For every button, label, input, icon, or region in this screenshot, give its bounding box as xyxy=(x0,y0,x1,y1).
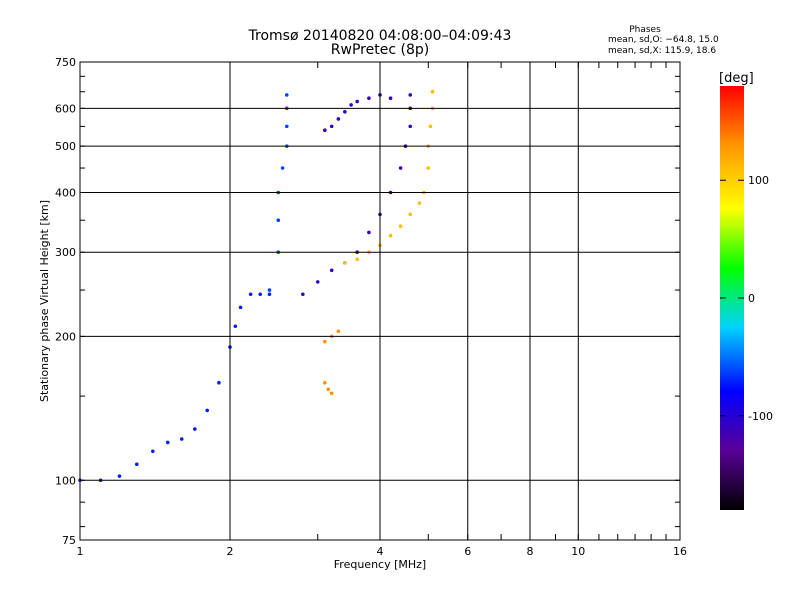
data-point xyxy=(248,292,253,297)
data-point xyxy=(326,387,331,392)
data-point xyxy=(426,166,431,170)
y-axis-label: Stationary phase Virtual Height [km] xyxy=(38,200,51,402)
data-point xyxy=(267,292,272,297)
data-point xyxy=(329,391,334,396)
data-point xyxy=(349,103,353,107)
data-point xyxy=(398,224,403,229)
data-point xyxy=(165,440,170,445)
colorbar-label: [deg] xyxy=(719,71,754,86)
data-point xyxy=(134,462,139,467)
y-tick-label: 600 xyxy=(55,102,76,115)
data-point xyxy=(428,124,433,129)
data-point xyxy=(355,257,359,262)
x-tick-label: 1 xyxy=(77,545,84,558)
colorbar-tick-label: -100 xyxy=(748,410,773,423)
data-point xyxy=(343,110,347,114)
colorbar-ticks: 100 0 -100 xyxy=(720,174,773,423)
grid xyxy=(80,62,680,540)
data-point xyxy=(430,89,435,94)
phases-o-stats: mean, sd,O: −64.8, 15.0 xyxy=(608,35,719,45)
x-axis-ticks: 1 2 4 6 8 10 16 xyxy=(77,62,687,558)
data-point xyxy=(323,339,327,344)
colorbar-tick-label: 0 xyxy=(748,292,755,305)
data-point xyxy=(284,93,289,97)
x-tick-label: 8 xyxy=(527,545,534,558)
data-point xyxy=(323,380,327,385)
y-tick-label: 750 xyxy=(55,56,76,69)
data-point xyxy=(315,280,320,284)
y-tick-label: 300 xyxy=(55,246,76,259)
y-tick-label: 400 xyxy=(55,186,76,199)
data-point xyxy=(117,474,122,478)
data-point xyxy=(336,329,341,334)
data-point xyxy=(343,261,347,265)
data-point xyxy=(280,166,285,170)
data-point xyxy=(193,427,197,431)
x-tick-label: 4 xyxy=(377,545,384,558)
data-point xyxy=(238,305,243,310)
chart-subtitle: RwPretec (8p) xyxy=(331,42,429,58)
y-tick-label: 500 xyxy=(55,140,76,153)
data-points xyxy=(78,89,435,483)
x-tick-label: 10 xyxy=(571,545,585,558)
data-point xyxy=(205,408,209,413)
data-point xyxy=(367,96,371,100)
data-point xyxy=(233,324,238,329)
data-point xyxy=(323,128,327,132)
colorbar-tick-label: 100 xyxy=(748,174,769,187)
y-tick-label: 100 xyxy=(55,474,76,487)
phases-x-stats: mean, sd,X: 115.9, 18.6 xyxy=(608,46,716,56)
data-point xyxy=(336,117,341,121)
data-point xyxy=(267,288,272,292)
phases-title: Phases xyxy=(629,25,661,35)
y-tick-label: 75 xyxy=(62,534,76,547)
data-point xyxy=(301,292,305,297)
data-point xyxy=(258,292,263,297)
data-point xyxy=(329,124,334,129)
data-point xyxy=(151,449,155,454)
data-point xyxy=(388,233,393,238)
data-point xyxy=(408,124,413,129)
data-point xyxy=(329,268,334,273)
chart-title: Tromsø 20140820 04:08:00–04:09:43 xyxy=(248,28,512,44)
x-tick-label: 2 xyxy=(227,545,234,558)
data-point xyxy=(217,380,221,385)
data-point xyxy=(417,201,422,205)
y-tick-label: 200 xyxy=(55,330,76,343)
data-point xyxy=(276,218,281,223)
data-point xyxy=(355,99,359,104)
data-point xyxy=(284,124,289,129)
data-point xyxy=(367,230,371,235)
y-axis-ticks: 75 100 200 300 400 500 600 750 xyxy=(55,56,680,547)
data-point xyxy=(408,93,413,97)
data-point xyxy=(408,212,413,217)
x-axis-label: Frequency [MHz] xyxy=(334,558,426,571)
x-tick-label: 16 xyxy=(673,545,687,558)
data-point xyxy=(398,166,403,170)
data-point xyxy=(179,437,184,441)
data-point xyxy=(388,96,393,100)
x-tick-label: 6 xyxy=(464,545,471,558)
